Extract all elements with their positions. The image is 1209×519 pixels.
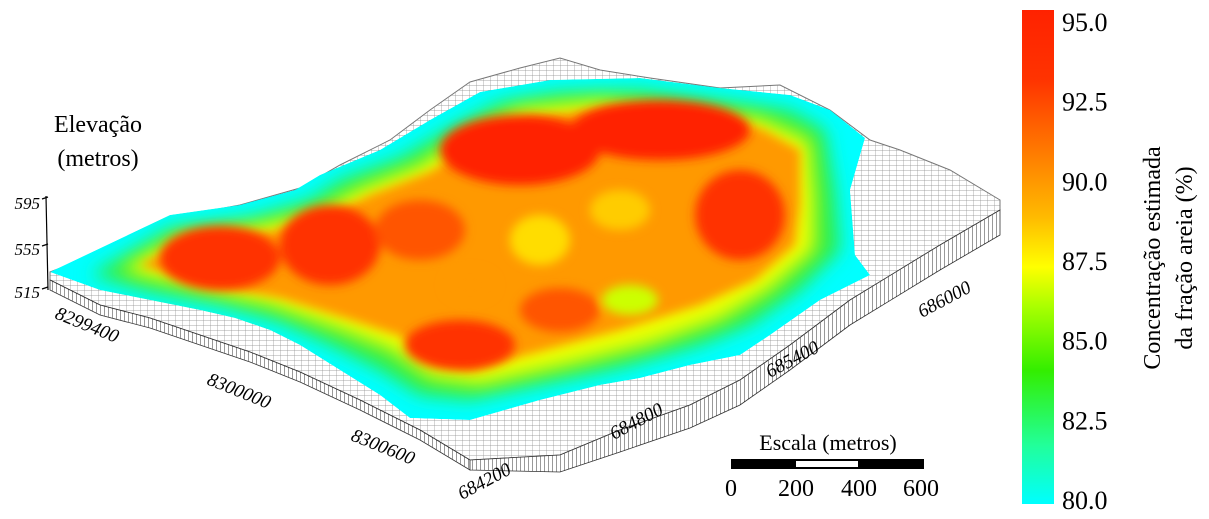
scale-tick-label: 0 bbox=[725, 476, 737, 502]
colorbar-tick-label: 95.0 bbox=[1062, 8, 1108, 37]
colorbar-tick-label: 85.0 bbox=[1062, 327, 1108, 356]
colorbar-tick-label: 80.0 bbox=[1062, 486, 1108, 515]
easting-tick-label: 686000 bbox=[914, 277, 975, 323]
scale-tick-label: 400 bbox=[841, 476, 877, 502]
scale-bar-title: Escala (metros) bbox=[759, 430, 896, 455]
colorbar-gradient bbox=[1022, 10, 1054, 504]
scale-bar: Escala (metros) 0 200 400 600 bbox=[725, 430, 939, 502]
northing-tick-label: 8300000 bbox=[204, 369, 274, 414]
colorbar-ticks: 95.0 92.5 90.0 87.5 85.0 82.5 80.0 bbox=[1062, 8, 1108, 515]
elevation-tick-label: 555 bbox=[15, 240, 41, 259]
colorbar-tick-label: 87.5 bbox=[1062, 247, 1108, 276]
colorbar: 95.0 92.5 90.0 87.5 85.0 82.5 80.0 Concentraçã… bbox=[1022, 8, 1198, 515]
elevation-label-line1: Elevação bbox=[54, 112, 142, 138]
scale-tick-label: 600 bbox=[903, 476, 939, 502]
elevation-tick-label: 595 bbox=[15, 194, 41, 213]
colorbar-label-line2: da fração areia (%) bbox=[1172, 166, 1198, 349]
colorbar-tick-label: 92.5 bbox=[1062, 88, 1108, 117]
concentration-surface bbox=[50, 78, 870, 420]
elevation-tick-label: 515 bbox=[15, 283, 41, 302]
scale-tick-label: 200 bbox=[778, 476, 814, 502]
colorbar-tick-label: 90.0 bbox=[1062, 167, 1108, 196]
colorbar-label-line1: Concentração estimada bbox=[1140, 146, 1166, 370]
terrain-side-right bbox=[469, 209, 1001, 473]
elevation-axis: Elevação (metros) 595 555 515 bbox=[15, 112, 142, 302]
colorbar-tick-label: 82.5 bbox=[1062, 406, 1108, 435]
elevation-label-line2: (metros) bbox=[57, 146, 138, 172]
